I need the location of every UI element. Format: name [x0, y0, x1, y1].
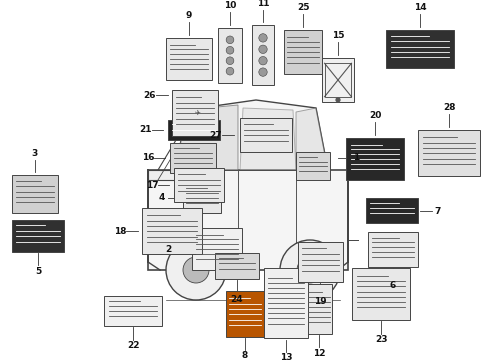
- Bar: [297, 242, 342, 282]
- Text: 7: 7: [434, 207, 440, 216]
- Bar: [142, 208, 202, 254]
- Bar: [284, 30, 321, 74]
- Bar: [12, 220, 64, 252]
- Text: 13: 13: [279, 354, 292, 360]
- Bar: [104, 296, 162, 326]
- Text: 2: 2: [164, 244, 171, 253]
- Text: 27: 27: [209, 130, 222, 139]
- Circle shape: [258, 68, 266, 76]
- Circle shape: [183, 257, 208, 283]
- Bar: [321, 58, 353, 102]
- Polygon shape: [240, 108, 295, 170]
- Circle shape: [225, 57, 233, 64]
- Bar: [346, 138, 403, 180]
- Circle shape: [296, 257, 323, 283]
- Bar: [165, 38, 212, 80]
- Circle shape: [225, 67, 233, 75]
- Bar: [365, 198, 417, 223]
- Circle shape: [258, 34, 266, 42]
- Bar: [351, 268, 409, 320]
- Text: 28: 28: [442, 104, 454, 112]
- Text: 18: 18: [114, 226, 126, 235]
- Text: ✈: ✈: [194, 110, 200, 116]
- Bar: [172, 90, 218, 136]
- Circle shape: [165, 240, 225, 300]
- Bar: [148, 170, 347, 270]
- Bar: [251, 25, 273, 85]
- Circle shape: [225, 46, 233, 54]
- Circle shape: [225, 36, 233, 44]
- Text: 17: 17: [145, 180, 158, 189]
- Bar: [183, 183, 221, 213]
- Text: 6: 6: [389, 282, 395, 291]
- Polygon shape: [148, 170, 176, 180]
- Bar: [168, 120, 220, 140]
- Text: 26: 26: [143, 90, 156, 99]
- Circle shape: [258, 57, 266, 65]
- Bar: [218, 28, 242, 83]
- Bar: [324, 63, 351, 97]
- Text: 16: 16: [142, 153, 154, 162]
- Bar: [215, 253, 259, 279]
- Bar: [170, 143, 216, 173]
- Text: 11: 11: [256, 0, 269, 9]
- Text: 19: 19: [313, 297, 325, 306]
- Text: 20: 20: [368, 112, 381, 121]
- Polygon shape: [295, 108, 327, 170]
- Text: 5: 5: [35, 266, 41, 275]
- Text: 24: 24: [230, 294, 243, 303]
- Circle shape: [258, 45, 266, 54]
- Bar: [305, 284, 331, 334]
- Text: 25: 25: [296, 4, 308, 13]
- Text: 15: 15: [331, 31, 344, 40]
- Bar: [225, 291, 264, 337]
- Text: 14: 14: [413, 4, 426, 13]
- Text: 23: 23: [374, 336, 386, 345]
- Polygon shape: [176, 100, 327, 170]
- Bar: [12, 175, 58, 213]
- Polygon shape: [176, 105, 238, 170]
- Text: 8: 8: [242, 351, 247, 360]
- Bar: [174, 168, 224, 202]
- Bar: [385, 30, 453, 68]
- Text: 3: 3: [32, 149, 38, 158]
- Text: 9: 9: [185, 12, 192, 21]
- Circle shape: [280, 240, 339, 300]
- Bar: [417, 130, 479, 176]
- Text: 10: 10: [224, 1, 236, 10]
- Bar: [367, 232, 417, 267]
- Circle shape: [335, 98, 339, 102]
- Text: 21: 21: [140, 126, 152, 135]
- Text: 22: 22: [126, 342, 139, 351]
- Bar: [240, 118, 291, 152]
- Bar: [295, 152, 329, 180]
- Text: 4: 4: [159, 194, 165, 202]
- Text: 1: 1: [352, 153, 358, 162]
- Bar: [192, 228, 242, 270]
- Bar: [264, 268, 307, 338]
- Text: 12: 12: [312, 348, 325, 357]
